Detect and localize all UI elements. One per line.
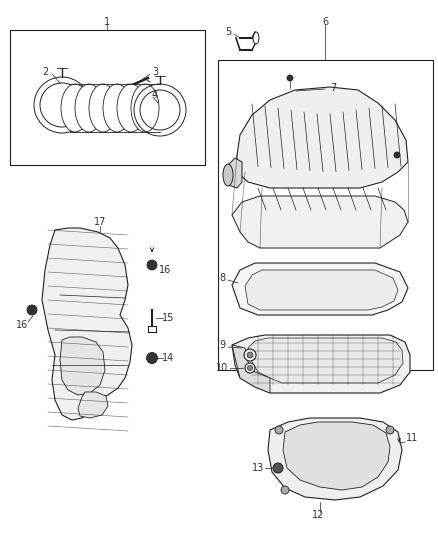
Text: 6: 6	[322, 17, 328, 27]
Circle shape	[244, 349, 256, 361]
Ellipse shape	[89, 84, 117, 132]
Circle shape	[281, 486, 289, 494]
Text: 8: 8	[219, 273, 225, 283]
Text: 7: 7	[330, 83, 336, 93]
Ellipse shape	[61, 84, 89, 132]
Ellipse shape	[117, 84, 145, 132]
Text: 3: 3	[152, 67, 158, 77]
Text: 13: 13	[252, 463, 264, 473]
Ellipse shape	[253, 32, 259, 44]
Text: 5: 5	[225, 27, 231, 37]
Polygon shape	[245, 270, 398, 310]
Polygon shape	[237, 87, 408, 188]
Text: 12: 12	[312, 510, 324, 520]
Circle shape	[146, 352, 158, 364]
Polygon shape	[283, 422, 390, 490]
Text: 17: 17	[94, 217, 106, 227]
Ellipse shape	[131, 84, 159, 132]
Circle shape	[386, 426, 394, 434]
Polygon shape	[60, 337, 105, 395]
Text: 14: 14	[162, 353, 174, 363]
Circle shape	[394, 152, 400, 158]
Polygon shape	[268, 418, 402, 500]
Text: 2: 2	[42, 67, 48, 77]
Text: 11: 11	[406, 433, 418, 443]
Text: 9: 9	[219, 340, 225, 350]
Ellipse shape	[223, 164, 233, 186]
Text: 16: 16	[16, 320, 28, 330]
Circle shape	[287, 75, 293, 81]
Polygon shape	[228, 158, 242, 188]
Polygon shape	[232, 335, 410, 393]
Circle shape	[247, 366, 252, 370]
Text: 15: 15	[162, 313, 174, 323]
Text: 10: 10	[216, 363, 228, 373]
Bar	[10, 30, 205, 165]
Circle shape	[273, 463, 283, 473]
Circle shape	[27, 305, 37, 315]
Text: 16: 16	[159, 265, 171, 275]
Polygon shape	[42, 228, 132, 420]
Ellipse shape	[75, 84, 103, 132]
Text: 4: 4	[152, 90, 158, 100]
Polygon shape	[232, 345, 270, 393]
Circle shape	[245, 363, 255, 373]
Polygon shape	[232, 196, 408, 248]
Text: 1: 1	[104, 17, 110, 27]
Polygon shape	[232, 263, 408, 315]
Polygon shape	[78, 392, 108, 418]
Circle shape	[247, 352, 253, 358]
Polygon shape	[248, 338, 403, 383]
Bar	[218, 60, 433, 370]
Ellipse shape	[103, 84, 131, 132]
Circle shape	[147, 260, 157, 270]
Circle shape	[275, 426, 283, 434]
